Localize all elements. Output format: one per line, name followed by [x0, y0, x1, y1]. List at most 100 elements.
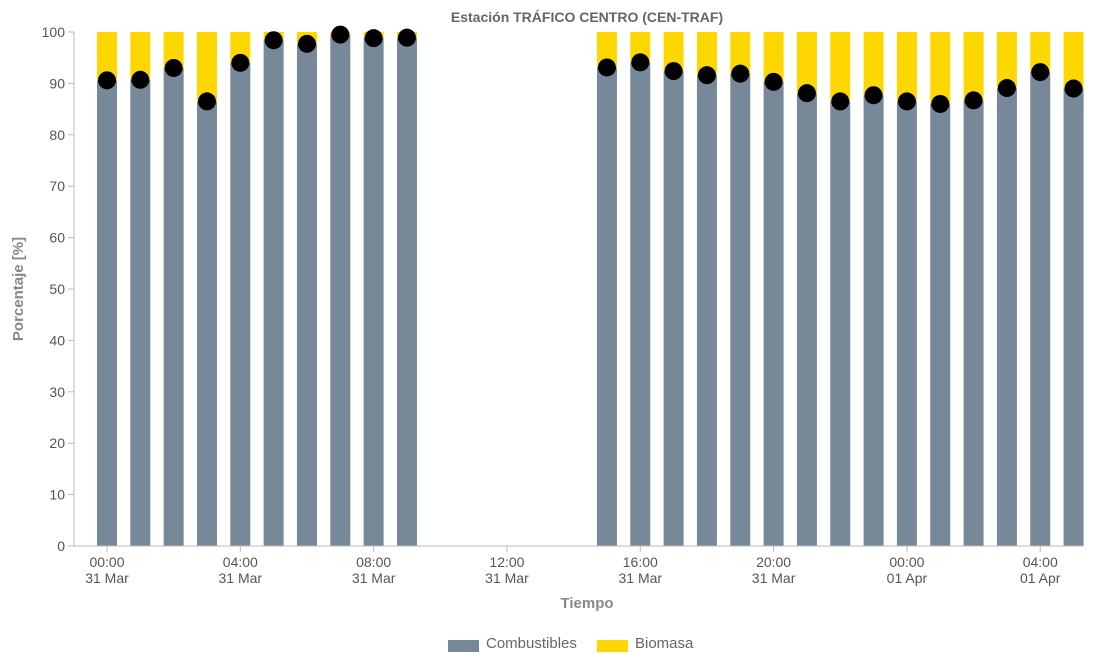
bar-biomasa: [796, 32, 817, 94]
x-tick-label-time: 04:00: [1023, 554, 1058, 570]
bar-biomasa: [130, 32, 151, 80]
bar-biomasa: [163, 32, 184, 68]
legend-label: Combustibles: [486, 635, 577, 652]
legend-swatch: [448, 640, 479, 652]
bar-combustibles: [230, 62, 251, 547]
x-tick-label-date: 31 Mar: [219, 570, 263, 586]
bar-biomasa: [896, 32, 917, 102]
x-tick-label-time: 08:00: [356, 554, 391, 570]
data-point-marker: [197, 92, 216, 111]
data-point-marker: [364, 29, 383, 48]
data-point-marker: [331, 25, 350, 44]
data-point-marker: [997, 79, 1016, 98]
bar-combustibles: [730, 73, 751, 546]
data-point-marker: [164, 58, 183, 77]
data-point-marker: [931, 94, 950, 113]
bar-biomasa: [663, 32, 684, 72]
x-tick-label-time: 12:00: [489, 554, 524, 570]
data-point-marker: [631, 53, 650, 72]
data-point-marker: [764, 72, 783, 91]
bar-biomasa: [863, 32, 884, 96]
x-tick-label-date: 01 Apr: [1020, 570, 1061, 586]
data-point-marker: [297, 34, 316, 53]
bar-biomasa: [1030, 32, 1051, 73]
legend: Combustibles Biomasa: [448, 635, 694, 652]
bar-combustibles: [763, 81, 784, 546]
data-point-marker: [264, 31, 283, 50]
bar-combustibles: [1063, 88, 1084, 546]
data-point-marker: [98, 71, 116, 90]
x-axis-title: Tiempo: [560, 595, 613, 612]
bar-combustibles: [263, 40, 284, 546]
data-point-marker: [797, 84, 816, 103]
bar-biomasa: [97, 32, 117, 81]
x-tick-label-time: 00:00: [89, 554, 124, 570]
bar-biomasa: [763, 32, 784, 82]
bar-combustibles: [796, 93, 817, 546]
data-point-marker: [597, 58, 616, 77]
bar-combustibles: [97, 80, 117, 546]
y-tick-label: 70: [49, 178, 65, 194]
y-tick-label: 90: [49, 75, 65, 91]
x-tick-label-time: 16:00: [623, 554, 658, 570]
bar-combustibles: [163, 67, 184, 546]
y-tick-label: 20: [49, 435, 65, 451]
y-tick-label: 10: [49, 487, 65, 503]
data-point-marker: [731, 64, 750, 83]
data-point-marker: [231, 53, 250, 72]
data-point-marker: [664, 62, 683, 81]
data-point-marker: [831, 92, 850, 111]
x-tick-label-date: 01 Apr: [887, 570, 928, 586]
y-tick-label: 50: [49, 281, 65, 297]
data-point-marker: [697, 66, 716, 85]
y-tick-label: 40: [49, 332, 65, 348]
legend-label: Biomasa: [635, 635, 694, 652]
y-tick-label: 0: [57, 538, 65, 554]
chart-title: Estación TRÁFICO CENTRO (CEN-TRAF): [451, 9, 723, 25]
data-point-marker: [1064, 79, 1083, 98]
x-tick-label-time: 00:00: [889, 554, 924, 570]
data-point-marker: [1031, 63, 1050, 82]
x-tick-label-date: 31 Mar: [85, 570, 129, 586]
bar-biomasa: [230, 32, 251, 63]
bar-combustibles: [330, 34, 351, 546]
x-tick-label-time: 20:00: [756, 554, 791, 570]
bar-biomasa: [963, 32, 984, 101]
bar-combustibles: [896, 101, 917, 546]
bar-biomasa: [930, 32, 951, 104]
y-tick-label: 60: [49, 230, 65, 246]
y-tick-label: 80: [49, 127, 65, 143]
bar-combustibles: [296, 43, 317, 547]
y-axis: 0 10 20 30 40 50 60 70 80 90 100: [42, 24, 75, 554]
x-tick-label-date: 31 Mar: [752, 570, 796, 586]
bar-biomasa: [730, 32, 751, 74]
bar-biomasa: [696, 32, 717, 76]
data-point-marker: [864, 86, 883, 105]
bar-biomasa: [830, 32, 851, 102]
x-tick-label-date: 31 Mar: [352, 570, 396, 586]
bar-combustibles: [363, 38, 384, 546]
bar-biomasa: [996, 32, 1017, 89]
y-axis-title: Porcentaje [%]: [10, 237, 27, 341]
bar-combustibles: [996, 88, 1017, 546]
data-point-marker: [131, 70, 150, 89]
data-point-marker: [964, 91, 983, 110]
x-tick-label-time: 04:00: [223, 554, 258, 570]
x-tick-label-date: 31 Mar: [485, 570, 529, 586]
bar-combustibles: [196, 101, 217, 546]
bar-biomasa: [196, 32, 217, 102]
bar-combustibles: [596, 67, 617, 546]
bar-combustibles: [663, 71, 684, 547]
bar-biomasa: [1063, 32, 1084, 89]
bar-biomasa: [630, 32, 651, 63]
y-tick-label: 30: [49, 384, 65, 400]
bar-combustibles: [930, 103, 951, 547]
bar-combustibles: [630, 62, 651, 547]
data-point-marker: [397, 28, 416, 47]
data-point-marker: [897, 92, 916, 111]
bar-combustibles: [130, 79, 151, 546]
bar-combustibles: [963, 100, 984, 546]
plot-area: [97, 25, 1084, 547]
